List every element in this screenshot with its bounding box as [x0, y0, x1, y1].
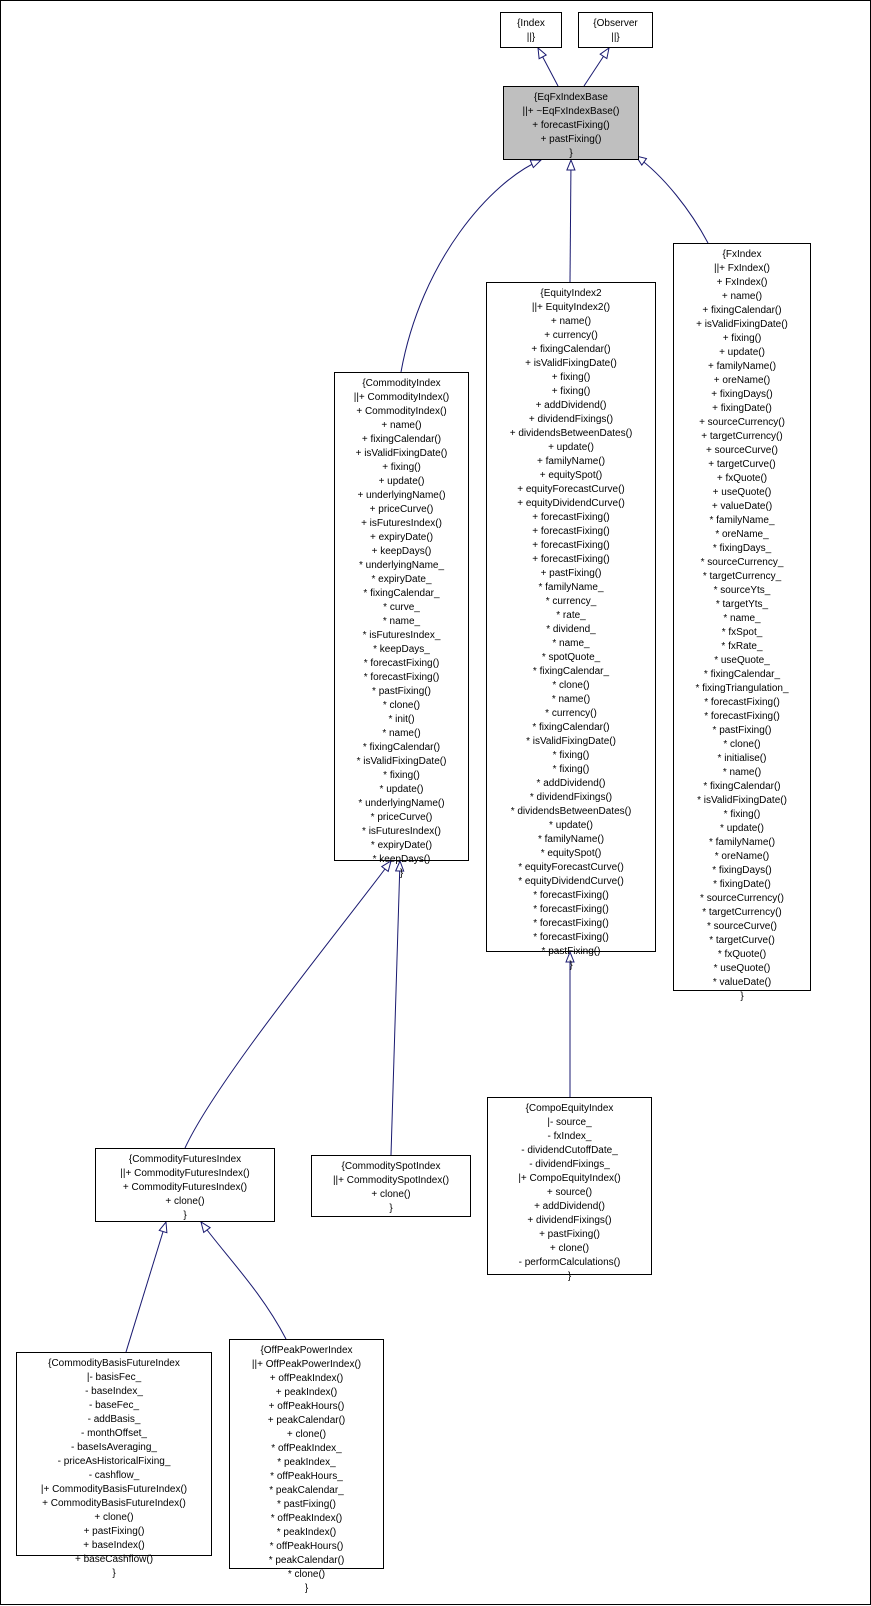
edge-FxIndex-to-EqFxIndexBase: [636, 156, 708, 243]
class-node-EquityIndex2: {EquityIndex2 ||+ EquityIndex2() + name(…: [486, 282, 656, 952]
class-node-CompoEquityIndex: {CompoEquityIndex |- source_ - fxIndex_ …: [487, 1097, 652, 1275]
edge-OffPeakPowerIndex-to-CommodityFuturesIndex: [201, 1222, 286, 1339]
diagram-canvas: {Index ||} {Observer ||} {EqFxIndexBase ||…: [0, 0, 871, 1605]
class-node-Index: {Index ||}: [500, 12, 562, 48]
class-node-OffPeakPowerIndex: {OffPeakPowerIndex ||+ OffPeakPowerIndex…: [229, 1339, 384, 1569]
class-node-EqFxIndexBase: {EqFxIndexBase ||+ ~EqFxIndexBase() + fo…: [503, 86, 639, 160]
class-node-CommodityIndex: {CommodityIndex ||+ CommodityIndex() + C…: [334, 372, 469, 861]
class-node-CommodityBasisFutureIndex: {CommodityBasisFutureIndex |- basisFec_ …: [16, 1352, 212, 1556]
edge-EqFxIndexBase-to-Observer: [584, 48, 609, 86]
class-node-Observer: {Observer ||}: [578, 12, 653, 48]
class-node-CommodityFuturesIndex: {CommodityFuturesIndex ||+ CommodityFutu…: [95, 1148, 275, 1222]
class-node-FxIndex: {FxIndex ||+ FxIndex() + FxIndex() + nam…: [673, 243, 811, 991]
edge-CommodityFuturesIndex-to-CommodityIndex: [185, 861, 391, 1148]
edge-EquityIndex2-to-EqFxIndexBase: [570, 160, 571, 282]
edge-CommoditySpotIndex-to-CommodityIndex: [391, 861, 400, 1155]
edge-CommodityBasisFutureIndex-to-CommodityFuturesIndex: [126, 1222, 166, 1352]
class-node-CommoditySpotIndex: {CommoditySpotIndex ||+ CommoditySpotInd…: [311, 1155, 471, 1217]
edge-EqFxIndexBase-to-Index: [538, 48, 558, 86]
